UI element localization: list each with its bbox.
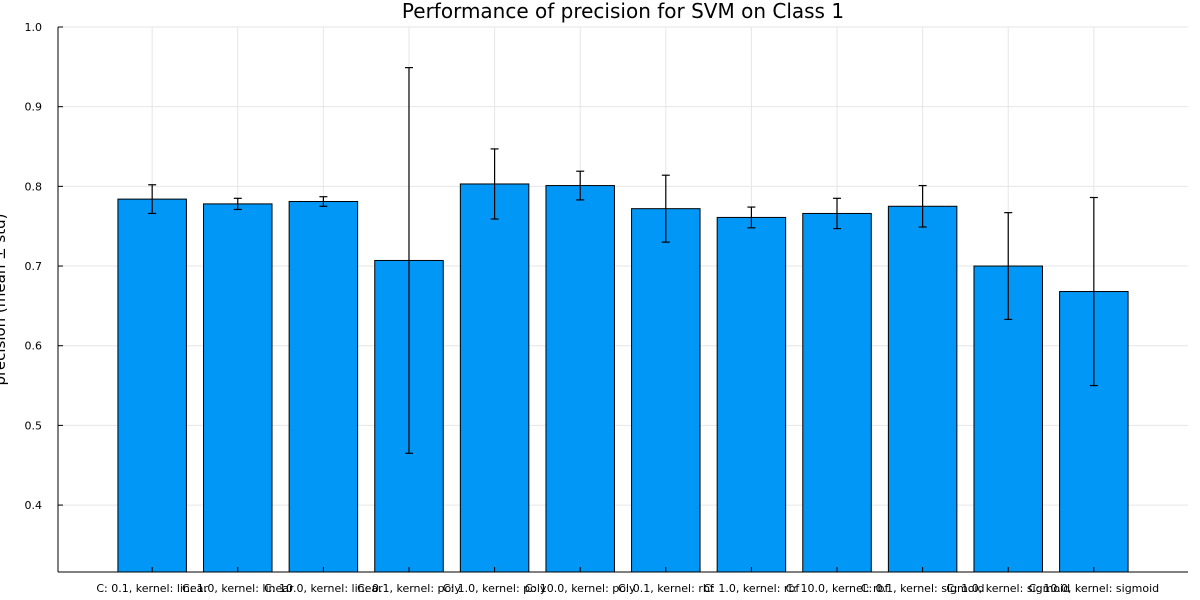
error-bar (1004, 212, 1013, 321)
x-tick-label: C: 1.0, kernel: linear (182, 582, 294, 595)
y-tick-label: 0.4 (25, 499, 43, 512)
x-tick-label: C: 10.0, kernel: sigmoid (1028, 582, 1159, 595)
x-tick-label: C: 1.0, kernel: sigmoid (946, 582, 1070, 595)
x-tick-label: C: 0.1, kernel: rbf (618, 582, 715, 595)
y-tick-label: 0.5 (25, 419, 43, 432)
chart-title: Performance of precision for SVM on Clas… (402, 0, 844, 23)
error-bar (833, 197, 842, 230)
bar (288, 200, 359, 573)
error-bar (148, 184, 157, 215)
error-bar (661, 174, 670, 243)
error-bar (747, 206, 756, 229)
bar (203, 203, 273, 573)
y-tick-labels: 0.4 0.5 0.6 0.7 0.8 0.9 1.0 (25, 21, 43, 512)
x-tick-label: C: 1.0, kernel: poly (443, 582, 547, 595)
y-tick-label: 1.0 (25, 21, 43, 34)
y-tick-label: 0.6 (25, 340, 43, 353)
error-bar (404, 67, 413, 454)
bar (802, 212, 872, 573)
y-tick-label: 0.9 (25, 101, 43, 114)
error-bar (576, 170, 585, 201)
error-bar (1089, 196, 1098, 387)
bar (716, 216, 787, 573)
x-tick-label: C: 10.0, kernel: poly (525, 582, 636, 595)
bar (887, 205, 958, 573)
bar (631, 208, 701, 573)
axes (57, 26, 1188, 573)
x-tick-label: C: 10.0, kernel: rbf (786, 582, 890, 595)
x-tick-label: C: 10.0, kernel: linear (264, 582, 383, 595)
x-tick-label: C: 0.1, kernel: poly (357, 582, 461, 595)
bar (117, 198, 187, 573)
error-bar (319, 196, 328, 207)
bars (117, 183, 1129, 573)
y-tick-label: 0.7 (25, 260, 43, 273)
x-tick-label: C: 1.0, kernel: rbf (703, 582, 800, 595)
x-tick-label: C: 0.1, kernel: linear (96, 582, 208, 595)
error-bars (148, 67, 1098, 454)
x-tick-label: C: 0.1, kernel: sigmoid (861, 582, 985, 595)
error-bar (918, 184, 927, 228)
error-bar (233, 197, 242, 211)
bar (545, 185, 615, 573)
y-axis-label: precision (mean ± std) (0, 213, 9, 385)
error-bar (490, 148, 499, 220)
bar (459, 183, 530, 573)
y-tick-label: 0.8 (25, 180, 43, 193)
